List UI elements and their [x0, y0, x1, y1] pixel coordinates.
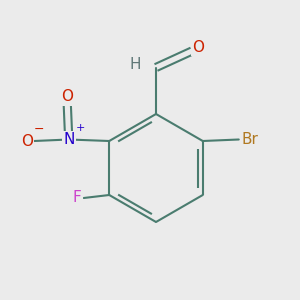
- Text: Br: Br: [242, 132, 259, 147]
- Text: F: F: [73, 190, 82, 206]
- Text: O: O: [21, 134, 33, 148]
- Text: +: +: [75, 123, 85, 133]
- Text: H: H: [129, 57, 141, 72]
- Text: O: O: [61, 89, 73, 104]
- Text: −: −: [34, 123, 44, 136]
- Text: O: O: [193, 40, 205, 55]
- Text: N: N: [63, 132, 74, 147]
